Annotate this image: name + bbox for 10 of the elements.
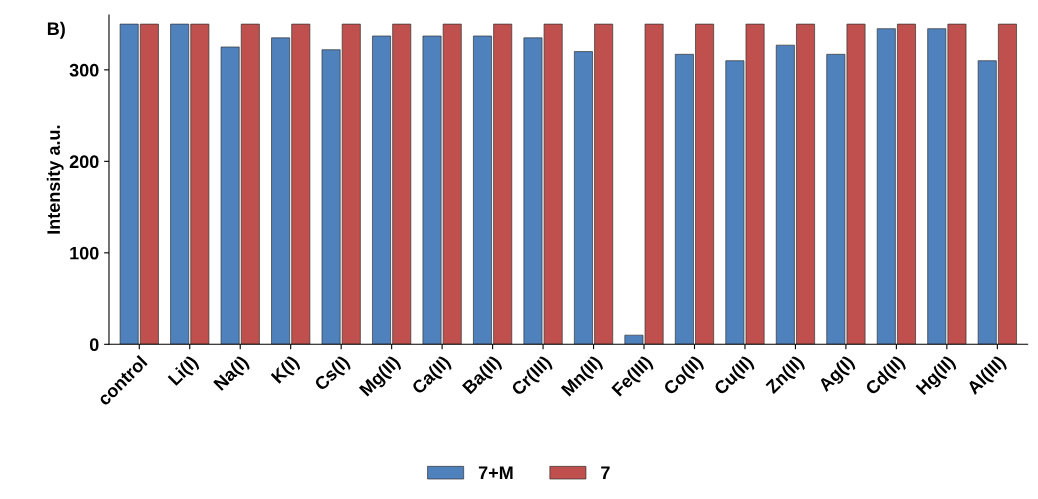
- y-tick-label: 100: [70, 246, 99, 260]
- y-tick-label: 300: [69, 63, 99, 77]
- x-tick-label: Li(I): [167, 354, 202, 389]
- text: B): [47, 21, 65, 39]
- y-tick-label: 0: [89, 338, 99, 352]
- y-axis-title: Intensity a.u.: [46, 125, 64, 234]
- x-tick-label: K(I): [270, 354, 302, 387]
- y-tick-label: 200: [69, 155, 99, 169]
- legend-label: 7+M: [478, 466, 513, 479]
- legend-label: 7: [601, 466, 610, 479]
